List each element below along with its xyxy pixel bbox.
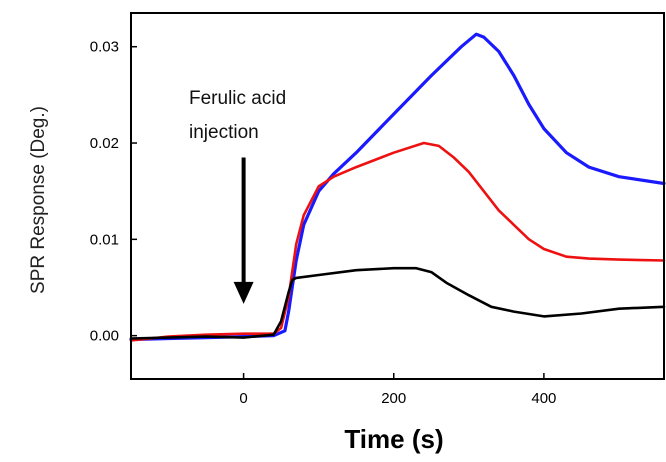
series-line-2 xyxy=(129,266,666,340)
y-axis-title: SPR Response (Deg.) xyxy=(28,106,49,294)
y-tick-label-2: 0.02 xyxy=(90,135,119,152)
plot-layer xyxy=(129,32,666,342)
ticks-layer: 0 200 400 0.00 0.01 0.02 0.03 xyxy=(90,39,557,407)
annotation-layer: Ferulic acid injection xyxy=(189,88,286,304)
y-tick-label-0: 0.00 xyxy=(90,328,119,345)
y-tick-label-1: 0.01 xyxy=(90,231,119,248)
injection-arrow-head xyxy=(233,281,254,304)
series-line-0 xyxy=(129,32,666,342)
x-tick-label-1: 200 xyxy=(381,390,406,407)
x-axis-title: Time (s) xyxy=(344,424,443,454)
annotation-line-1: Ferulic acid xyxy=(189,88,286,109)
series-line-1 xyxy=(129,141,666,342)
x-tick-label-0: 0 xyxy=(239,390,247,407)
y-tick-label-3: 0.03 xyxy=(90,39,119,56)
plot-frame xyxy=(130,12,665,380)
x-tick-label-2: 400 xyxy=(531,390,556,407)
annotation-line-2: injection xyxy=(189,122,259,143)
